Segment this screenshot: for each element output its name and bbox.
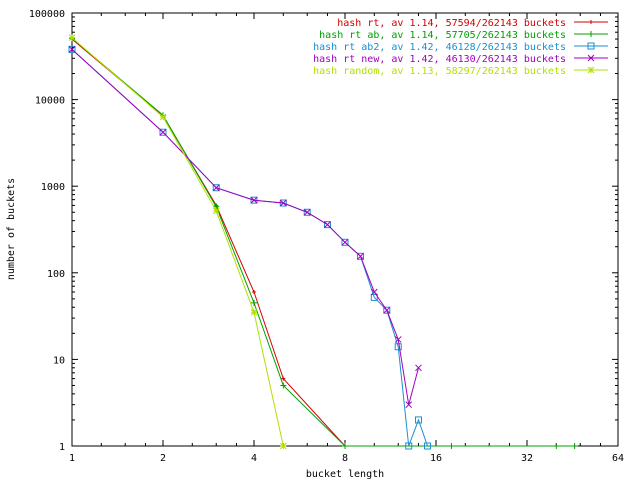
legend-item: hash random, av 1.13, 58297/262143 bucke… (313, 66, 608, 77)
data-point (281, 376, 286, 381)
data-point (323, 221, 331, 229)
data-point (159, 128, 167, 136)
legend: hash rt, av 1.14, 57594/262143 bucketsha… (313, 18, 608, 77)
legend-label: hash random, av 1.13, 58297/262143 bucke… (313, 66, 566, 77)
series-line (71, 37, 575, 447)
data-point (571, 443, 578, 449)
data-point (383, 306, 391, 314)
x-tick-label: 16 (430, 453, 442, 464)
y-axis-label: number of buckets (6, 178, 17, 280)
series-3 (68, 45, 432, 450)
series-5 (68, 34, 287, 450)
data-point (589, 20, 593, 24)
data-point (587, 66, 595, 74)
data-point (370, 288, 378, 296)
data-point (553, 443, 560, 449)
data-point (251, 299, 257, 306)
data-point (68, 34, 76, 41)
data-point (370, 293, 378, 301)
y-tick-label: 100000 (29, 9, 65, 20)
series-line (71, 37, 284, 447)
data-point (424, 442, 432, 450)
data-point (341, 238, 349, 246)
series-2 (69, 35, 578, 449)
legend-item: hash rt, av 1.14, 57594/262143 buckets (337, 18, 608, 29)
data-point (587, 54, 595, 62)
legend-item: hash rt new, av 1.42, 46130/262143 bucke… (313, 54, 608, 65)
legend-item: hash rt ab, av 1.14, 57705/262143 bucket… (319, 30, 608, 41)
data-point (588, 31, 594, 37)
series-1 (70, 37, 347, 448)
y-tick-label: 10 (53, 355, 65, 366)
y-tick-label: 1 (59, 442, 65, 453)
data-point (341, 238, 349, 246)
x-tick-label: 64 (612, 453, 624, 464)
y-tick-label: 10000 (35, 96, 65, 107)
data-point (280, 382, 287, 389)
data-point (303, 208, 311, 216)
data-point (68, 45, 76, 53)
legend-label: hash rt new, av 1.42, 46130/262143 bucke… (313, 54, 566, 65)
data-point (587, 42, 595, 50)
series-4 (68, 46, 422, 409)
x-tick-label: 32 (521, 453, 533, 464)
data-point (303, 208, 311, 216)
data-point (414, 416, 422, 424)
data-point (279, 199, 287, 207)
series-line (71, 49, 419, 405)
data-point (250, 196, 258, 204)
series-layer (68, 34, 578, 450)
x-tick-label: 4 (251, 453, 257, 464)
data-point (415, 364, 422, 372)
y-tick-label: 1000 (41, 182, 65, 193)
legend-label: hash rt ab, av 1.14, 57705/262143 bucket… (319, 30, 566, 41)
data-point (279, 442, 287, 450)
data-point (250, 308, 258, 316)
data-point (212, 184, 220, 192)
y-tick-label: 100 (47, 269, 65, 280)
data-point (159, 113, 167, 121)
legend-label: hash rt, av 1.14, 57594/262143 buckets (337, 18, 566, 29)
data-point (357, 252, 364, 260)
plot-frame (71, 12, 619, 447)
data-point (159, 128, 167, 136)
data-point (342, 443, 348, 449)
legend-label: hash rt ab2, av 1.42, 46128/262143 bucke… (313, 42, 566, 53)
series-line (71, 49, 428, 447)
x-tick-label: 1 (69, 453, 75, 464)
data-point (212, 184, 220, 192)
x-tick-label: 2 (160, 453, 166, 464)
x-axis-label: bucket length (306, 469, 384, 480)
data-point (252, 290, 256, 295)
series-line (71, 38, 346, 447)
data-point (324, 221, 331, 228)
legend-item: hash rt ab2, av 1.42, 46128/262143 bucke… (313, 42, 608, 53)
data-point (212, 207, 220, 215)
data-point (356, 252, 364, 260)
data-point (394, 343, 402, 351)
x-tick-label: 8 (342, 453, 348, 464)
data-point (448, 443, 455, 449)
data-point (394, 336, 402, 343)
data-point (68, 46, 76, 53)
data-point (405, 442, 413, 450)
data-point (383, 306, 391, 314)
data-point (405, 401, 413, 409)
